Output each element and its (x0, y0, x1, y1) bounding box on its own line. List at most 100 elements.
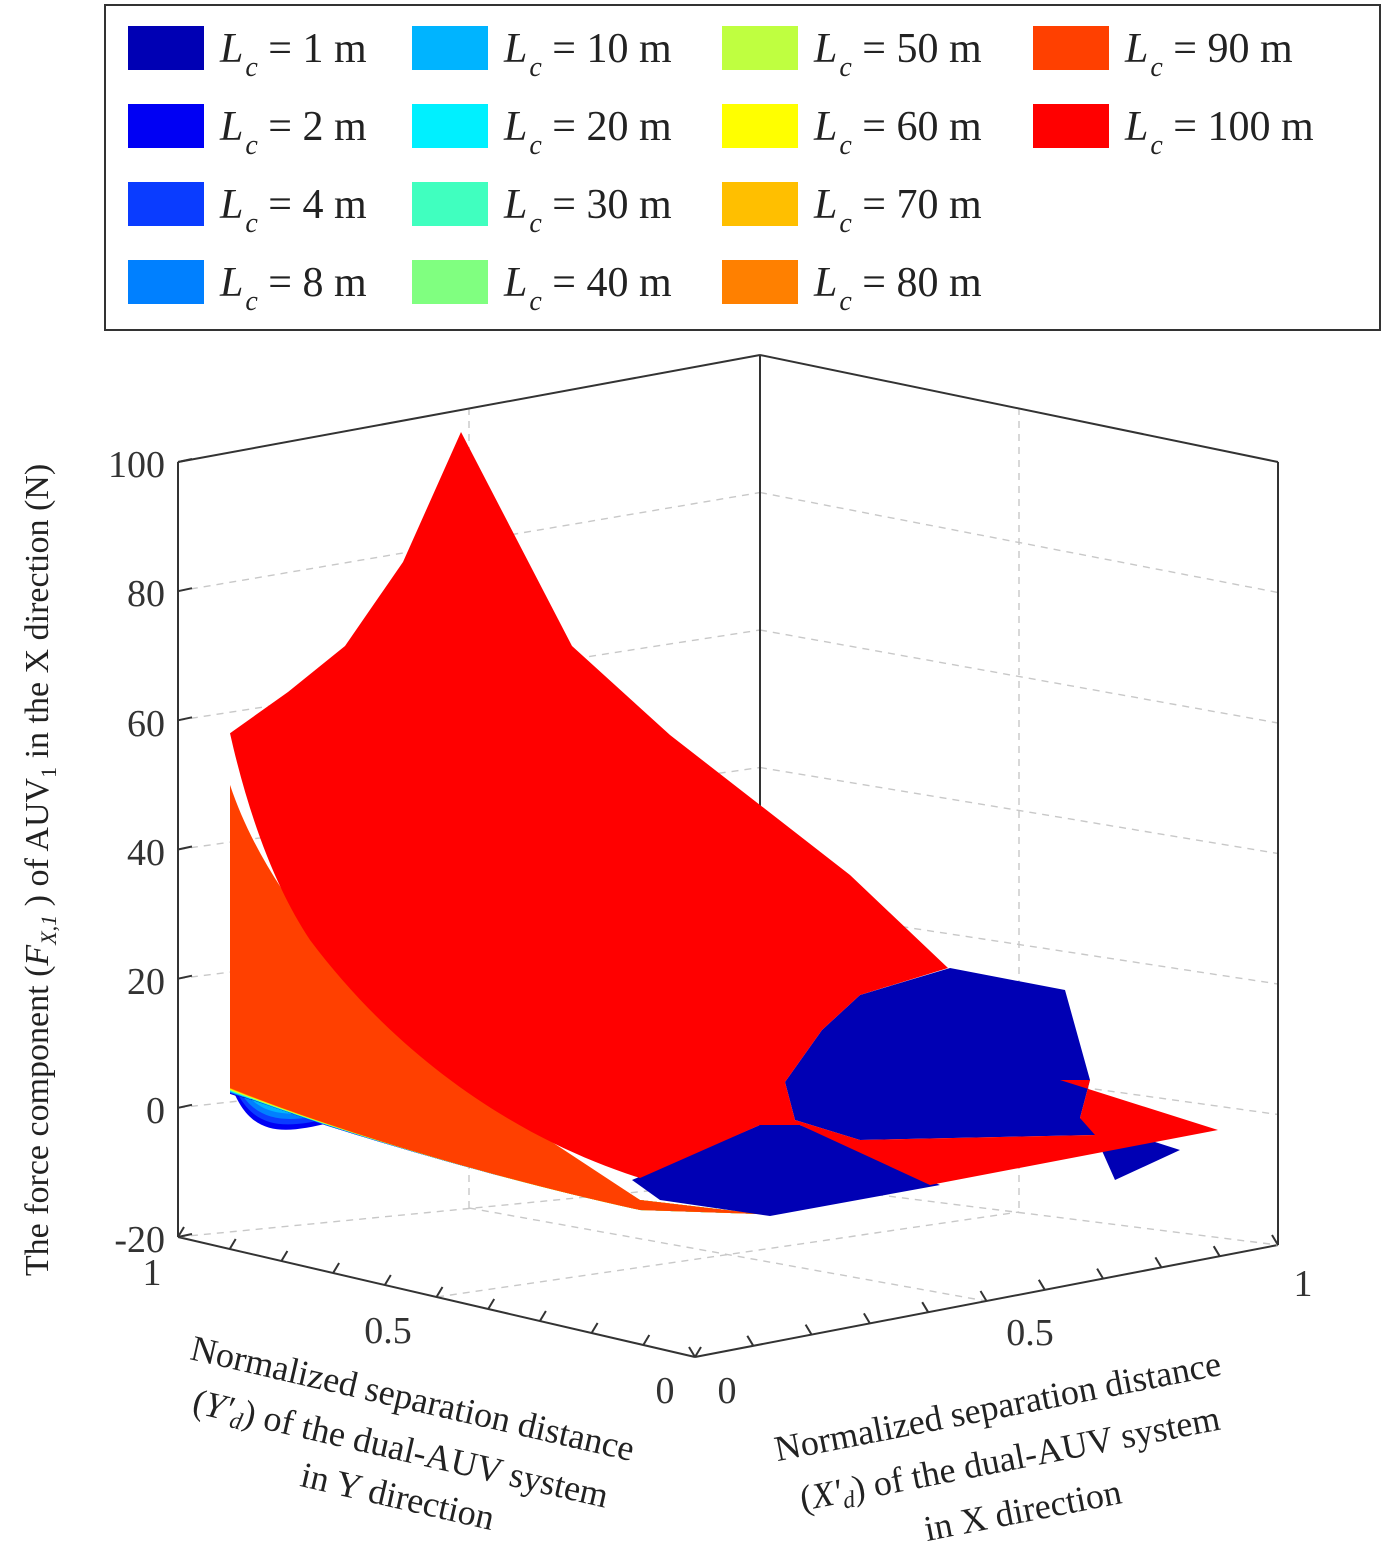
back-top-right-edge (759, 354, 1279, 463)
legend-label: Lc = 20 m (503, 104, 672, 161)
legend-swatch (412, 260, 488, 304)
legend-swatch (722, 26, 798, 70)
legend-label: Lc = 30 m (503, 182, 672, 239)
legend-entry: Lc = 8 m (128, 260, 367, 317)
legend-label: Lc = 60 m (813, 104, 982, 161)
x-tick (804, 1324, 813, 1336)
y-tick (332, 1262, 340, 1274)
z-tick-label: 40 (127, 832, 165, 874)
legend-label: Lc = 8 m (219, 260, 367, 317)
z-tick-label: 20 (127, 961, 165, 1003)
legend-entry: Lc = 30 m (412, 182, 672, 239)
y-tick (280, 1250, 289, 1262)
surface-100-m (230, 432, 1218, 1185)
z-tick-labels: 100 80 60 40 20 0 -20 (108, 444, 165, 1261)
y-tick (539, 1310, 547, 1322)
legend-entry: Lc = 4 m (128, 182, 367, 239)
z-tick-label: 80 (127, 573, 165, 615)
z-tick (177, 845, 193, 851)
legend-entry: Lc = 80 m (722, 260, 982, 317)
grid-line (468, 1207, 987, 1302)
legend-entry: Lc = 100 m (1033, 104, 1314, 161)
x-tick (921, 1301, 930, 1313)
legend-label: Lc = 50 m (813, 26, 982, 83)
x-tick (863, 1312, 871, 1324)
y-axis-label: Normalized separation distance (Y'd) of … (187, 1328, 638, 1538)
y-tick (177, 1226, 185, 1238)
z-tick (177, 974, 193, 980)
y-tick (228, 1238, 237, 1250)
legend-entry: Lc = 1 m (128, 26, 367, 83)
legend-swatch (128, 182, 204, 226)
grid-line (759, 629, 1279, 724)
y-tick-labels: 1 0.5 0 (143, 1252, 675, 1412)
legend: Lc = 1 m Lc = 2 m Lc = 4 m Lc = 8 m Lc = 10 … (128, 26, 1314, 317)
legend-entry: Lc = 10 m (412, 26, 672, 83)
legend-entry: Lc = 60 m (722, 104, 982, 161)
x-tick (688, 1346, 696, 1358)
y-tick (435, 1286, 444, 1298)
x-tick (1096, 1268, 1104, 1280)
legend-label: Lc = 40 m (503, 260, 672, 317)
legend-label: Lc = 80 m (813, 260, 982, 317)
x-tick (1212, 1245, 1221, 1257)
x-tick (1271, 1234, 1279, 1246)
legend-label: Lc = 100 m (1124, 104, 1314, 161)
legend-entry: Lc = 70 m (722, 182, 982, 239)
z-tick-label: 0 (146, 1090, 165, 1132)
legend-swatch (412, 104, 488, 148)
legend-label: Lc = 10 m (503, 26, 672, 83)
y-tick (383, 1274, 392, 1286)
floor-right-back-edge (759, 1179, 1279, 1246)
legend-label: Lc = 2 m (219, 104, 367, 161)
x-tick (1154, 1256, 1163, 1268)
z-tick-label: 100 (108, 444, 165, 486)
z-tick (177, 1103, 193, 1109)
legend-label: Lc = 4 m (219, 182, 367, 239)
x-tick (1037, 1279, 1046, 1291)
y-tick-label: 0.5 (364, 1310, 412, 1352)
legend-swatch (128, 26, 204, 70)
legend-entry: Lc = 90 m (1033, 26, 1293, 83)
z-tick (177, 458, 193, 463)
y-tick (590, 1322, 599, 1334)
x-axis-label: Normalized separation distance (X'd) of … (771, 1343, 1224, 1549)
x-tick-label: 0.5 (1006, 1312, 1054, 1354)
axis-ticks (177, 458, 1279, 1358)
legend-label: Lc = 90 m (1124, 26, 1293, 83)
x-tick-label: 0 (718, 1370, 737, 1412)
surface--90-m (230, 784, 760, 1214)
legend-swatch (722, 260, 798, 304)
legend-swatch (128, 104, 204, 148)
y-tick (487, 1298, 496, 1310)
legend-entry: Lc = 40 m (412, 260, 672, 317)
legend-entry: Lc = 50 m (722, 26, 982, 83)
legend-swatch (412, 182, 488, 226)
grid-line (759, 766, 1279, 855)
legend-swatch (722, 104, 798, 148)
surface-1-m-lower (632, 1125, 940, 1216)
surfaces (230, 432, 1218, 1216)
z-tick-label: 60 (127, 703, 165, 745)
y-tick (694, 1346, 702, 1358)
legend-entry: Lc = 2 m (128, 104, 367, 161)
legend-label: Lc = 70 m (813, 182, 982, 239)
z-tick (177, 716, 193, 722)
legend-swatch (128, 260, 204, 304)
z-tick-label: -20 (114, 1219, 165, 1261)
legend-swatch (1033, 104, 1109, 148)
x-tick (746, 1335, 755, 1347)
x-tick-label: 1 (1294, 1263, 1313, 1305)
legend-label: Lc = 1 m (219, 26, 367, 83)
x-tick-labels: 0 0.5 1 (718, 1263, 1313, 1412)
z-axis-label: The force component (FX,1 ) of AUV1 in t… (19, 464, 61, 1276)
z-tick (177, 587, 193, 593)
y-tick-label: 1 (143, 1252, 162, 1294)
legend-swatch (1033, 26, 1109, 70)
z-tick (177, 1233, 193, 1238)
x-tick (979, 1290, 988, 1302)
y-tick-label: 0 (656, 1370, 675, 1412)
legend-swatch (412, 26, 488, 70)
legend-entry: Lc = 20 m (412, 104, 672, 161)
